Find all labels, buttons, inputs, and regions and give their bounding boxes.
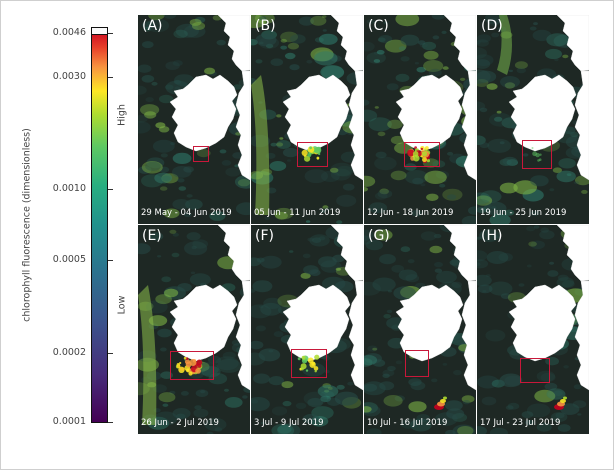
study-area-box: [170, 351, 214, 380]
colorbar-low-label: Low: [116, 295, 128, 315]
colorbar-tick: [108, 422, 113, 423]
colorbar-tick: [108, 260, 113, 261]
map-panel: (A) 29 May - 04 Jun 2019: [138, 15, 250, 224]
study-area-box: [522, 140, 552, 169]
map-panel: (H) 17 Jul - 23 Jul 2019: [477, 225, 589, 434]
map-panel: (E) 26 Jun - 2 Jul 2019: [138, 225, 250, 434]
panel-date: 19 Jun - 25 Jun 2019: [480, 208, 567, 218]
colorbar-tick-label: 0.0002: [52, 347, 86, 358]
panel-label: (E): [142, 228, 162, 244]
colorbar-tick-label: 0.0001: [52, 416, 86, 427]
panel-date: 05 Jun - 11 Jun 2019: [254, 208, 341, 218]
colorbar: [91, 27, 108, 423]
map-panel: (F) 3 Jul - 9 Jul 2019: [251, 225, 363, 434]
panel-label: (G): [368, 228, 390, 244]
colorbar-tick-label: 0.0030: [52, 71, 86, 82]
satellite-map: [477, 225, 589, 434]
panel-date: 29 May - 04 Jun 2019: [141, 208, 232, 218]
colorbar-high-label: High: [116, 104, 128, 126]
study-area-box: [404, 142, 440, 167]
panel-label: (D): [481, 18, 503, 34]
satellite-map: [364, 225, 476, 434]
study-area-box: [520, 358, 550, 383]
colorbar-tick: [108, 353, 113, 354]
satellite-map: [138, 225, 250, 434]
colorbar-tick: [108, 33, 113, 34]
study-area-box: [291, 349, 327, 378]
map-panel: (C) 12 Jun - 18 Jun 2019: [364, 15, 476, 224]
panel-label: (F): [255, 228, 274, 244]
panel-date: 17 Jul - 23 Jul 2019: [480, 418, 561, 428]
colorbar-axis-label: chlorophyll fluorescence (dimensionless): [21, 128, 33, 322]
colorbar-tick-label: 0.0005: [52, 254, 86, 265]
panel-label: (C): [368, 18, 389, 34]
satellite-map: [251, 225, 363, 434]
panel-label: (B): [255, 18, 276, 34]
panel-date: 3 Jul - 9 Jul 2019: [254, 418, 324, 428]
panel-label: (H): [481, 228, 503, 244]
panel-date: 26 Jun - 2 Jul 2019: [141, 418, 219, 428]
map-panel: (D) 19 Jun - 25 Jun 2019: [477, 15, 589, 224]
map-panel: (G) 10 Jul - 16 Jul 2019: [364, 225, 476, 434]
colorbar-tick-label: 0.0046: [52, 27, 86, 38]
map-panel: (B) 05 Jun - 11 Jun 2019: [251, 15, 363, 224]
colorbar-tick-label: 0.0010: [52, 183, 86, 194]
study-area-box: [297, 142, 328, 167]
satellite-map: [251, 15, 363, 224]
colorbar-tick: [108, 77, 113, 78]
study-area-box: [193, 146, 209, 162]
colorbar-tick: [108, 189, 113, 190]
satellite-map: [138, 15, 250, 224]
panel-label: (A): [142, 18, 163, 34]
colorbar-saturation-cap: [91, 27, 108, 35]
panel-date: 12 Jun - 18 Jun 2019: [367, 208, 454, 218]
study-area-box: [405, 350, 429, 377]
satellite-map: [477, 15, 589, 224]
satellite-map: [364, 15, 476, 224]
panel-date: 10 Jul - 16 Jul 2019: [367, 418, 448, 428]
